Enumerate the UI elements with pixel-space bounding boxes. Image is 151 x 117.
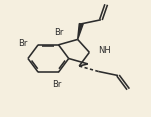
Text: Br: Br [52, 80, 62, 89]
Text: NH: NH [98, 46, 110, 55]
Text: Br: Br [18, 39, 28, 48]
Polygon shape [78, 24, 83, 39]
Text: Br: Br [55, 28, 64, 37]
